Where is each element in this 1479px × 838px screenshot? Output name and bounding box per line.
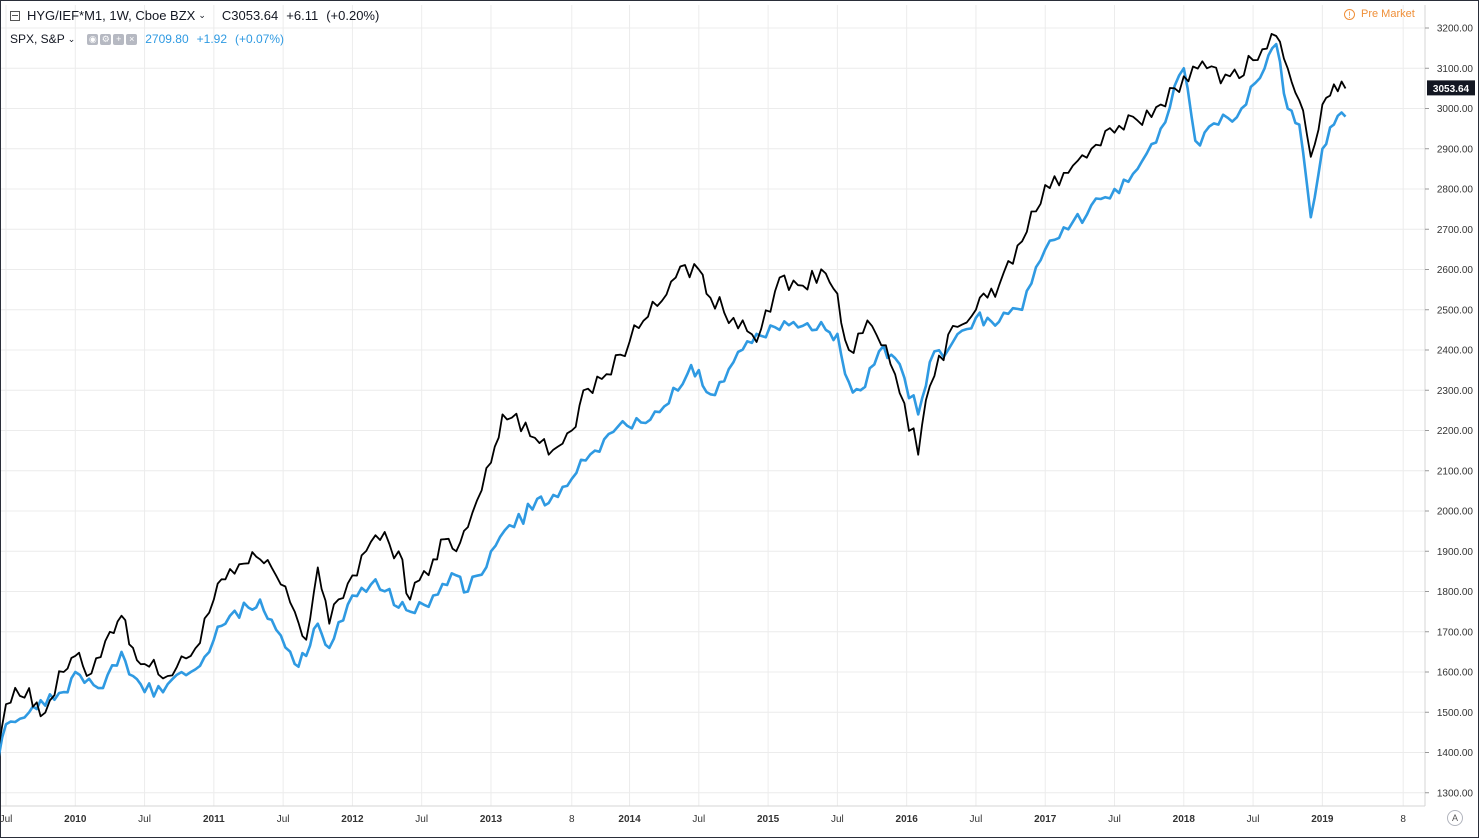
- time-tick-label: 2012: [341, 814, 364, 825]
- time-tick-label: Jul: [138, 814, 151, 825]
- price-tick-label: 2000.00: [1437, 507, 1474, 518]
- main-change-pct: (+0.20%): [326, 8, 380, 23]
- price-tick-label: 1300.00: [1437, 788, 1474, 799]
- time-tick-label: 2011: [203, 814, 225, 825]
- main-close-value: C3053.64: [221, 8, 279, 23]
- price-tick-label: 2200.00: [1437, 426, 1474, 437]
- time-tick-label: 2017: [1034, 814, 1057, 825]
- settings-icon[interactable]: ⚙: [100, 33, 112, 45]
- time-tick-label: Jul: [692, 814, 705, 825]
- time-tick-label: 2018: [1173, 814, 1196, 825]
- chevron-down-icon[interactable]: ⌄: [198, 10, 206, 20]
- price-tick-label: 2600.00: [1437, 265, 1474, 276]
- time-tick-label: 2015: [757, 814, 780, 825]
- time-tick-label: Jul: [1247, 814, 1260, 825]
- auto-scale-button[interactable]: A: [1447, 810, 1463, 826]
- premarket-status[interactable]: ! Pre Market: [1344, 8, 1415, 20]
- legend-main-series[interactable]: HYG/IEF*M1, 1W, Cboe BZX ⌄ C3053.64 +6.1…: [10, 8, 387, 23]
- price-tick-label: 1800.00: [1437, 587, 1474, 598]
- price-tick-label: 1700.00: [1437, 627, 1474, 638]
- main-symbol[interactable]: HYG/IEF*M1, 1W, Cboe BZX: [27, 8, 196, 23]
- price-tick-label: 1600.00: [1437, 668, 1474, 679]
- premarket-label: Pre Market: [1361, 8, 1415, 20]
- price-tick-label: 3200.00: [1437, 24, 1474, 35]
- price-scale: 3200.00 3100.00 3000.00 2900.00 2800.00 2700.…: [1425, 24, 1474, 799]
- price-tick-label: 1500.00: [1437, 708, 1474, 719]
- time-tick-label: 8: [1400, 814, 1406, 825]
- price-tick-label: 1900.00: [1437, 547, 1474, 558]
- series-layer: [0, 33, 1347, 765]
- price-tick-label: 2500.00: [1437, 305, 1474, 316]
- price-tick-label: 3100.00: [1437, 64, 1474, 75]
- spx-change-pct: (+0.07%): [235, 32, 285, 46]
- time-tick-label: 2019: [1311, 814, 1334, 825]
- time-tick-label: 2010: [64, 814, 87, 825]
- time-tick-label: 2016: [896, 814, 919, 825]
- price-tick-label: 2300.00: [1437, 386, 1474, 397]
- price-tick-label: 3000.00: [1437, 104, 1474, 115]
- price-tick-label: 2900.00: [1437, 144, 1474, 155]
- time-tick-label: 8: [569, 814, 575, 825]
- time-tick-label: Jul: [415, 814, 428, 825]
- price-tick-label: 1400.00: [1437, 748, 1474, 759]
- time-tick-label: Jul: [1108, 814, 1121, 825]
- close-icon[interactable]: ×: [126, 33, 138, 45]
- horizontal-grid: [1, 27, 1425, 794]
- price-tick-label: 2800.00: [1437, 185, 1474, 196]
- time-tick-label: Jul: [831, 814, 844, 825]
- add-icon[interactable]: +: [113, 33, 125, 45]
- clock-icon: !: [1344, 8, 1355, 20]
- time-tick-label: Jul: [0, 814, 12, 825]
- time-tick-label: Jul: [277, 814, 290, 825]
- ratio-series-line[interactable]: [0, 33, 1347, 757]
- spx-symbol[interactable]: SPX, S&P: [10, 32, 65, 46]
- price-tick-label: 2400.00: [1437, 346, 1474, 357]
- time-tick-label: Jul: [970, 814, 983, 825]
- spx-value: 2709.80: [145, 32, 189, 46]
- legend-spx-series[interactable]: SPX, S&P ⌄ ◉ ⚙ + × 2709.80 +1.92 (+0.07%…: [10, 32, 292, 46]
- time-scale: Jul 2010 Jul 2011 Jul 2012 Jul 2013 8 2014 Jul 2015…: [0, 814, 1406, 825]
- price-tick-label: 2100.00: [1437, 466, 1474, 477]
- main-change: +6.11: [286, 8, 319, 23]
- spx-change: +1.92: [196, 32, 228, 46]
- last-price-tag: 3053.64: [1427, 80, 1475, 96]
- svg-text:3053.64: 3053.64: [1433, 84, 1470, 95]
- time-tick-label: 2013: [480, 814, 503, 825]
- collapse-icon[interactable]: [10, 10, 20, 21]
- price-tick-label: 2700.00: [1437, 225, 1474, 236]
- series-toolbar: ◉ ⚙ + ×: [87, 33, 138, 45]
- time-tick-label: 2014: [618, 814, 641, 825]
- spx-series-line[interactable]: [0, 42, 1347, 765]
- chevron-down-icon[interactable]: ⌄: [67, 33, 76, 44]
- eye-icon[interactable]: ◉: [87, 33, 99, 45]
